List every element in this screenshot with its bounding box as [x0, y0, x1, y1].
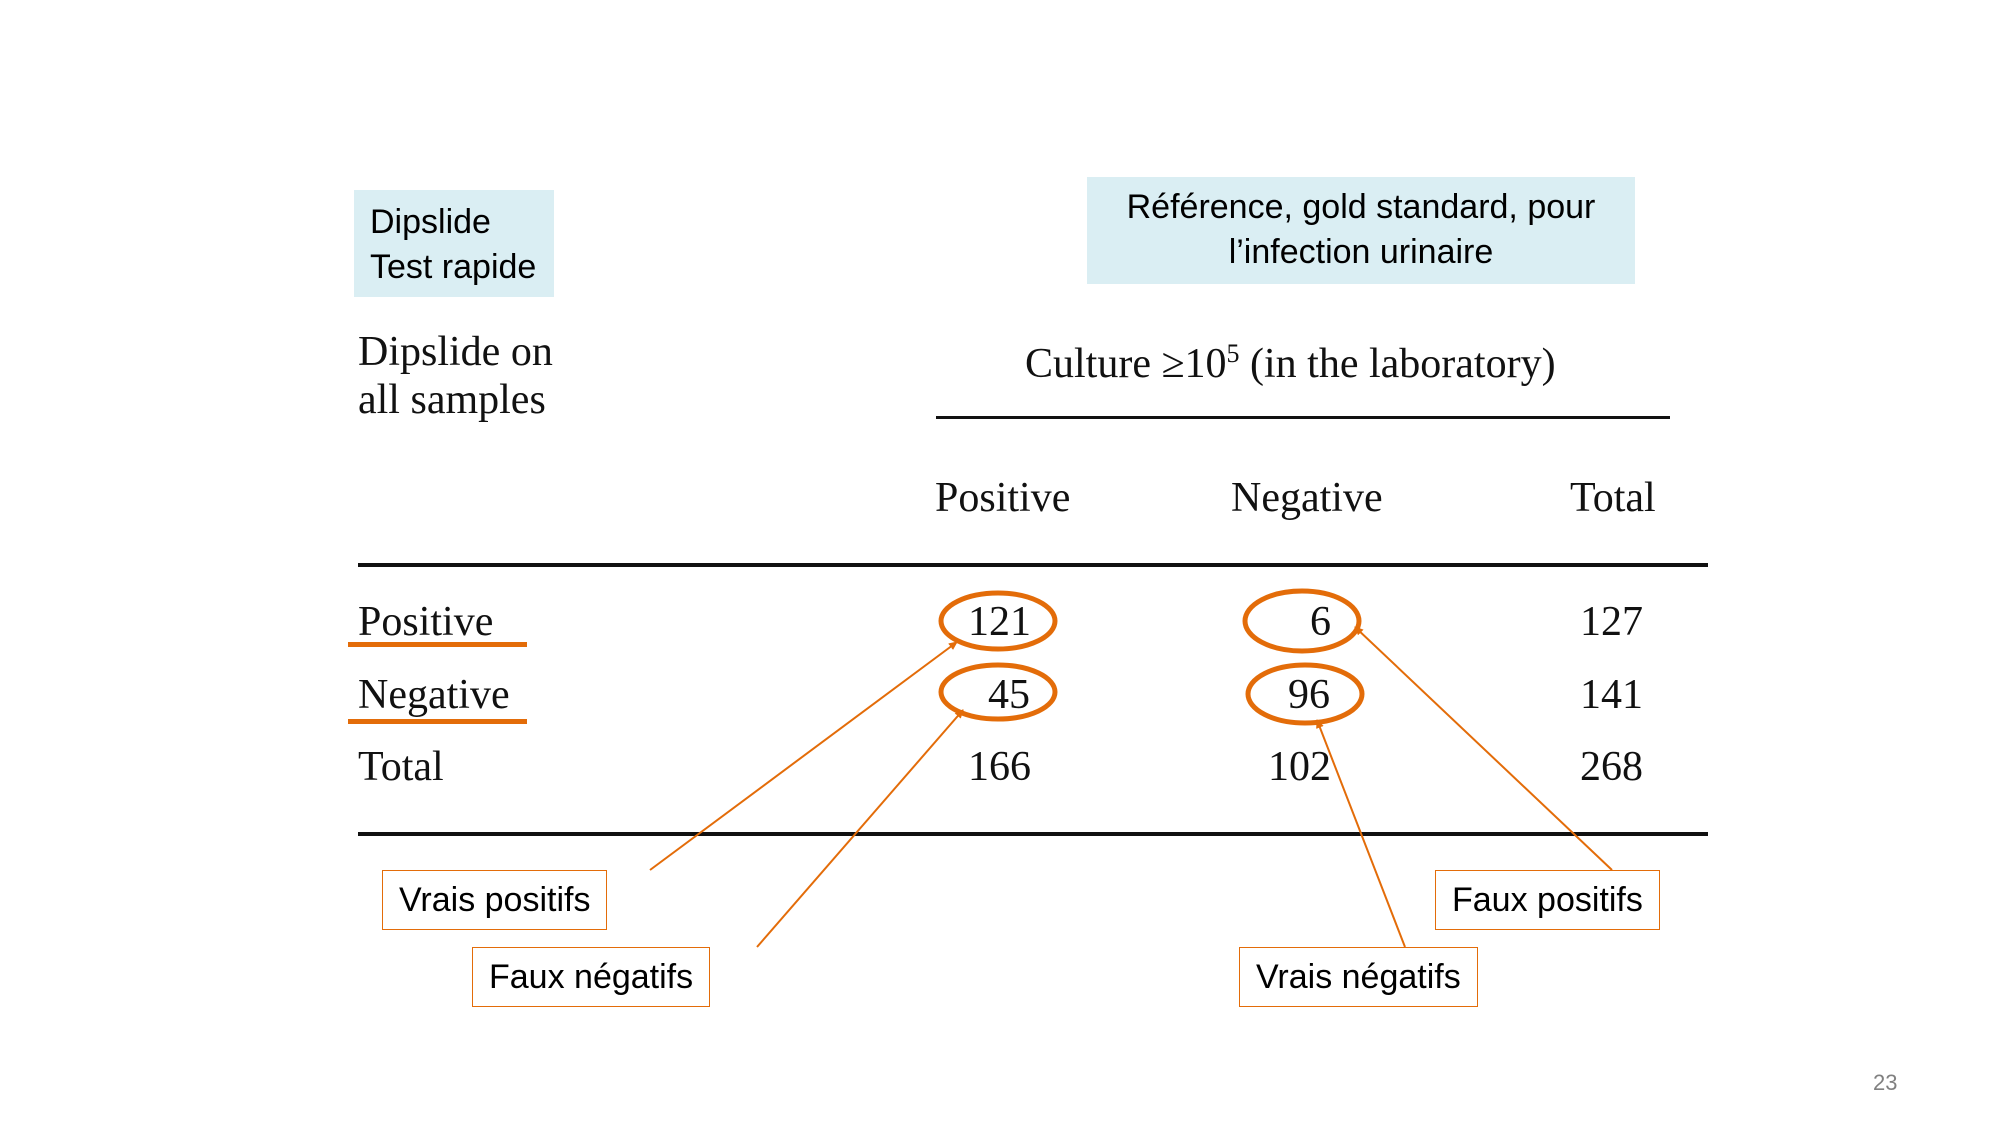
column-group-header-suffix: (in the laboratory): [1239, 341, 1556, 387]
cell-positive-negative: 6: [1310, 599, 1331, 645]
column-group-header: Culture ≥105 (in the laboratory): [1025, 330, 1556, 388]
arrow-true-positives: [649, 641, 958, 871]
dipslide-note-line1: Dipslide: [370, 203, 491, 241]
row-group-header-line2: all samples: [358, 377, 546, 423]
row-group-header: Dipslide on all samples: [358, 328, 553, 424]
cell-total-total: 268: [1580, 744, 1643, 790]
circle-false-negatives: [938, 662, 1058, 722]
row-group-header-line1: Dipslide on: [358, 329, 553, 375]
row-label-total: Total: [358, 744, 444, 790]
reference-note-line1: Référence, gold standard, pour: [1126, 188, 1596, 226]
callout-true-positives: Vrais positifs: [382, 870, 608, 930]
circle-true-negatives: [1245, 662, 1365, 726]
cell-total-negative: 102: [1268, 744, 1331, 790]
callout-true-negatives: Vrais négatifs: [1239, 947, 1478, 1007]
reference-note-line2: l’infection urinaire: [1228, 233, 1494, 271]
dipslide-note: Dipslide Test rapide: [354, 190, 554, 297]
column-group-rule: [936, 416, 1670, 419]
callout-false-positives: Faux positifs: [1435, 870, 1660, 930]
column-group-header-exponent: 5: [1226, 339, 1240, 368]
column-group-header-main: Culture ≥10: [1025, 341, 1227, 387]
dipslide-note-line2: Test rapide: [370, 248, 537, 286]
row-label-positive-underline: [348, 642, 527, 647]
reference-note: Référence, gold standard, pour l’infecti…: [1087, 177, 1635, 284]
arrow-false-positives: [1354, 626, 1613, 871]
col-header-total: Total: [1570, 475, 1656, 521]
row-label-negative-underline: [348, 719, 527, 724]
callout-false-negatives: Faux négatifs: [472, 947, 711, 1007]
col-header-positive: Positive: [935, 475, 1071, 521]
col-header-negative: Negative: [1231, 475, 1383, 521]
circle-true-positives: [938, 590, 1058, 652]
row-label-negative: Negative: [358, 672, 510, 718]
cell-positive-total: 127: [1580, 599, 1643, 645]
cell-negative-negative: 96: [1288, 672, 1330, 718]
cell-total-positive: 166: [968, 744, 1031, 790]
cell-negative-positive: 45: [988, 672, 1030, 718]
bottom-rule: [358, 832, 1708, 836]
arrow-false-negatives: [756, 709, 964, 948]
circle-false-positives: [1242, 588, 1362, 654]
cell-negative-total: 141: [1580, 672, 1643, 718]
row-label-positive: Positive: [358, 599, 494, 645]
cell-positive-positive: 121: [968, 599, 1031, 645]
page-number: 23: [1873, 1070, 1898, 1095]
header-rule: [358, 563, 1708, 567]
arrow-true-negatives: [1316, 719, 1406, 948]
